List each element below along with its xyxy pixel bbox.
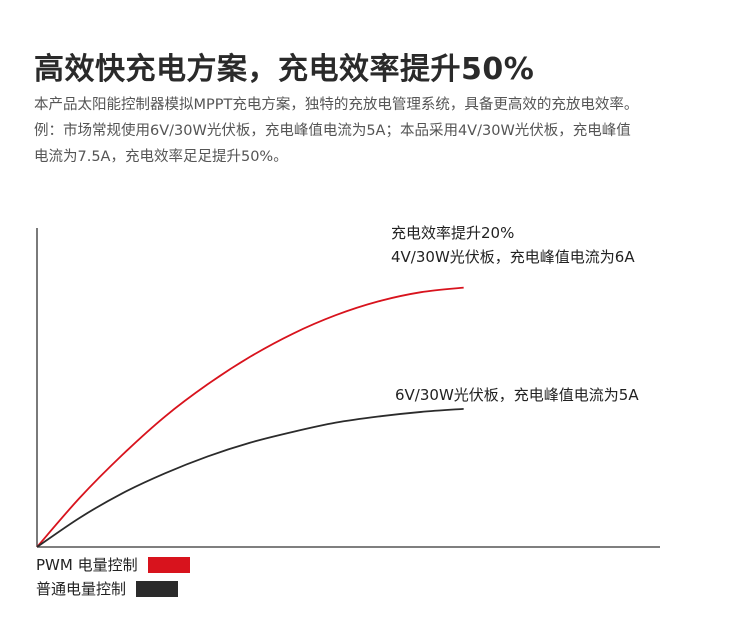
description-line-3: 电流为7.5A，充电效率足足提升50%。: [34, 149, 288, 165]
description: 本产品太阳能控制器模拟MPPT充电方案，独特的充放电管理系统，具备更高效的充放电…: [34, 92, 724, 170]
annotation-red-line-1: 充电效率提升20%: [391, 224, 515, 242]
legend-label-normal: 普通电量控制: [36, 580, 127, 598]
page-title: 高效快充电方案，充电效率提升50%: [34, 52, 535, 87]
legend-label-pwm: PWM 电量控制: [36, 556, 138, 574]
series-layer: [36, 286, 464, 548]
legend-swatch-normal: [136, 580, 179, 597]
series-line-normal: [36, 407, 464, 548]
description-line-2: 例：市场常规使用6V/30W光伏板，充电峰值电流为5A；本品采用4V/30W光伏…: [34, 123, 631, 139]
legend-item-pwm: PWM 电量控制: [36, 554, 190, 575]
legend-item-normal: 普通电量控制: [36, 578, 179, 599]
annotation-black: 6V/30W光伏板，充电峰值电流为5A: [395, 383, 639, 407]
annotation-black-line-1: 6V/30W光伏板，充电峰值电流为5A: [395, 386, 639, 404]
legend-swatch-pwm: [147, 556, 190, 573]
annotation-red: 充电效率提升20% 4V/30W光伏板，充电峰值电流为6A: [391, 221, 635, 269]
annotation-red-line-2: 4V/30W光伏板，充电峰值电流为6A: [391, 248, 635, 266]
series-line-pwm: [36, 286, 464, 548]
description-line-1: 本产品太阳能控制器模拟MPPT充电方案，独特的充放电管理系统，具备更高效的充放电…: [34, 97, 639, 113]
